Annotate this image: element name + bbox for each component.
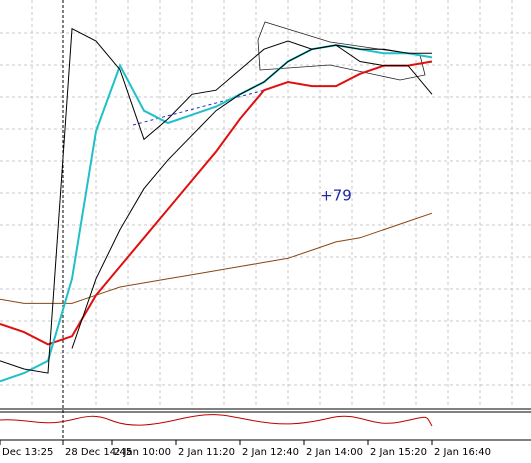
series-line — [0, 60, 433, 346]
grid — [0, 0, 531, 408]
x-tick-label: 2 Jan 12:40 — [242, 447, 299, 458]
x-tick-label: 2 Jan 16:40 — [434, 447, 491, 458]
x-tick-label: 2 Jan 14:00 — [306, 447, 363, 458]
x-tick-label: Dec 13:25 — [2, 447, 53, 458]
annotation: +79 — [320, 187, 352, 205]
trend-line — [132, 89, 266, 126]
indicator-line — [0, 414, 433, 427]
series-line — [0, 212, 433, 304]
x-tick-label: 28 Dec 14:45 — [65, 447, 132, 458]
series-line — [71, 44, 432, 349]
channel-outline — [257, 21, 426, 81]
series-line — [0, 27, 433, 374]
x-tick-label: 2 Jan 10:00 — [114, 447, 171, 458]
x-tick-label: 2 Jan 11:20 — [178, 447, 235, 458]
x-tick-label: 2 Jan 15:20 — [370, 447, 427, 458]
